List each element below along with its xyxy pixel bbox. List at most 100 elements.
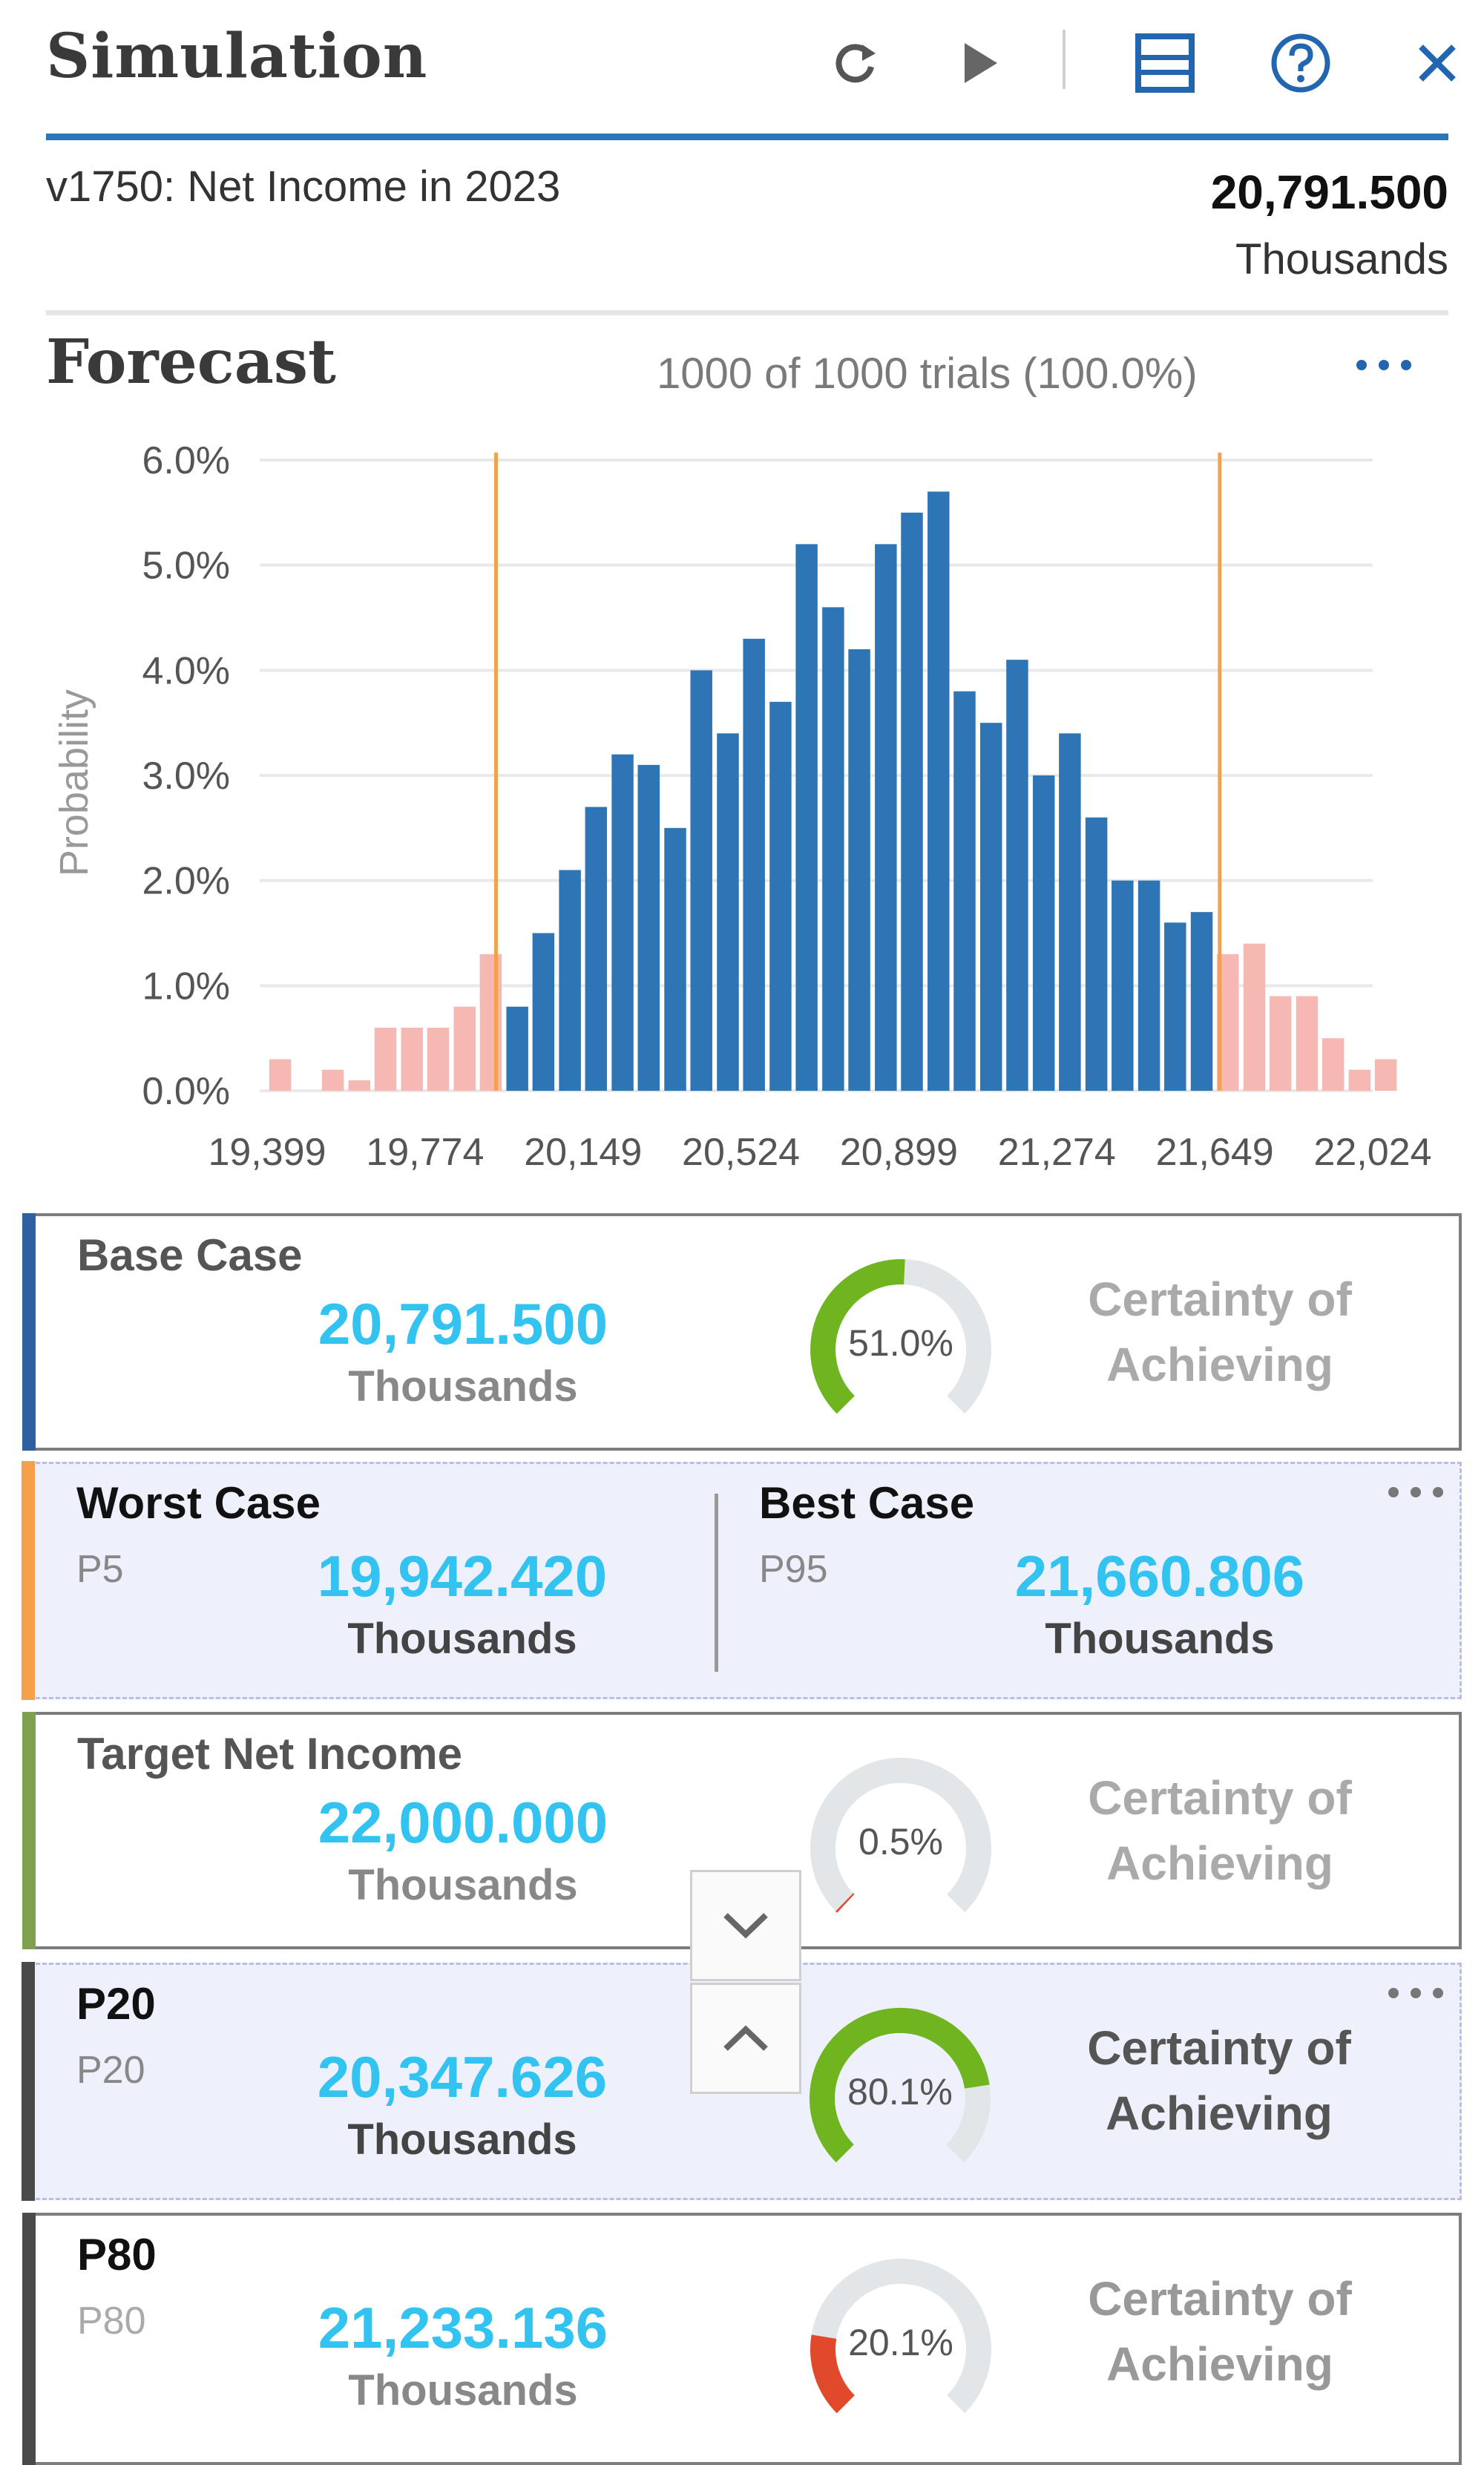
histogram-bar bbox=[848, 649, 870, 1091]
x-tick-label: 22,024 bbox=[1313, 1131, 1431, 1174]
histogram-bar-outside bbox=[401, 1028, 423, 1091]
base-case-unit: Thousands bbox=[348, 1362, 578, 1411]
histogram-bar-outside bbox=[1296, 996, 1319, 1091]
x-tick-label: 21,649 bbox=[1156, 1131, 1274, 1174]
target-value: 22,000.000 bbox=[318, 1790, 608, 1855]
view-button[interactable] bbox=[1132, 30, 1198, 96]
refresh-button[interactable] bbox=[822, 30, 889, 96]
scroll-down-button[interactable] bbox=[690, 1870, 801, 1981]
best-case-percentile: P95 bbox=[759, 1548, 828, 1591]
histogram-bar-outside bbox=[1348, 1069, 1371, 1091]
p80-card[interactable]: P80 P80 21,233.136 Thousands 20.1% Certa… bbox=[22, 2213, 1462, 2465]
card-accent bbox=[22, 1213, 36, 1451]
card-title: P20 bbox=[76, 1979, 156, 2029]
chevron-down-icon bbox=[723, 1913, 768, 1939]
p80-unit: Thousands bbox=[348, 2366, 578, 2415]
help-icon bbox=[1271, 33, 1330, 93]
metric-name: v1750: Net Income in 2023 bbox=[46, 163, 561, 211]
gauge-track bbox=[810, 1757, 991, 1913]
histogram-bar-outside bbox=[374, 1028, 397, 1091]
card-accent bbox=[22, 1962, 35, 2201]
certainty-label: Certainty of Achieving bbox=[1088, 2272, 1352, 2391]
best-case-unit: Thousands bbox=[1045, 1615, 1275, 1663]
histogram-bar bbox=[717, 733, 739, 1091]
gauge-fill bbox=[810, 1259, 905, 1414]
metric-value: 20,791.500 bbox=[1210, 165, 1448, 219]
x-tick-label: 21,274 bbox=[998, 1131, 1116, 1174]
base-case-card[interactable]: Base Case 20,791.500 Thousands 51.0% Cer… bbox=[22, 1213, 1462, 1451]
histogram-bar-outside bbox=[269, 1059, 292, 1091]
histogram-bar-outside bbox=[427, 1028, 450, 1091]
close-button[interactable] bbox=[1404, 30, 1471, 96]
y-tick-label: 0.0% bbox=[142, 1070, 230, 1113]
gauge-fill bbox=[810, 2334, 856, 2414]
best-case-value: 21,660.806 bbox=[1014, 1543, 1305, 1609]
forecast-more-button[interactable] bbox=[1350, 343, 1417, 387]
histogram-bar-outside bbox=[1374, 1059, 1397, 1091]
histogram-bar bbox=[1137, 880, 1160, 1091]
y-axis-label: Probability bbox=[52, 689, 96, 876]
histogram-bar-outside bbox=[1243, 943, 1266, 1091]
trials-count: 1000 of 1000 trials (100.0%) bbox=[657, 349, 1198, 398]
gauge-fill bbox=[810, 2007, 990, 2163]
certainty-label: Certainty of Achieving bbox=[1088, 1771, 1352, 1890]
close-icon bbox=[1419, 45, 1456, 82]
p20-value: 20,347.626 bbox=[317, 2044, 608, 2110]
section-divider bbox=[46, 310, 1448, 315]
target-unit: Thousands bbox=[348, 1861, 578, 1909]
p80-value: 21,233.136 bbox=[318, 2295, 608, 2360]
y-tick-label: 2.0% bbox=[142, 860, 230, 903]
x-tick-label: 20,524 bbox=[682, 1131, 800, 1174]
histogram-bar bbox=[506, 1006, 528, 1091]
target-card[interactable]: Target Net Income 22,000.000 Thousands 0… bbox=[22, 1712, 1462, 1949]
histogram-bar bbox=[637, 764, 660, 1091]
histogram-bar bbox=[769, 701, 792, 1091]
p20-unit: Thousands bbox=[347, 2116, 577, 2164]
histogram-bar-outside bbox=[321, 1069, 344, 1091]
p20-percentile: P20 bbox=[76, 2049, 145, 2092]
y-tick-label: 1.0% bbox=[142, 965, 230, 1008]
view-icon bbox=[1135, 33, 1195, 93]
p20-card-more-icon[interactable] bbox=[1382, 1978, 1449, 2008]
histogram-bar bbox=[953, 691, 976, 1091]
histogram-bar bbox=[901, 512, 923, 1091]
worst-case-unit: Thousands bbox=[347, 1615, 577, 1663]
histogram-bar bbox=[875, 544, 897, 1091]
histogram-bar bbox=[559, 870, 581, 1091]
refresh-icon bbox=[835, 44, 876, 83]
p80-gauge bbox=[810, 2258, 991, 2414]
base-case-gauge-percent: 51.0% bbox=[848, 1322, 953, 1364]
p80-gauge-percent: 20.1% bbox=[848, 2322, 953, 2363]
gauge-fill bbox=[835, 1893, 855, 1913]
histogram-bar bbox=[1085, 817, 1108, 1091]
p80-percentile: P80 bbox=[77, 2300, 146, 2343]
range-card[interactable]: Worst Case P5 19,942.420 Thousands Best … bbox=[22, 1461, 1462, 1700]
certainty-label: Certainty of Achieving bbox=[1088, 1273, 1352, 1391]
histogram-bar bbox=[1164, 922, 1186, 1091]
target-gauge bbox=[810, 1757, 991, 1913]
help-button[interactable] bbox=[1267, 30, 1334, 96]
x-tick-label: 20,149 bbox=[524, 1131, 642, 1174]
certainty-label: Certainty of Achieving bbox=[1087, 2021, 1351, 2140]
base-case-value: 20,791.500 bbox=[318, 1291, 608, 1356]
range-card-more-icon[interactable] bbox=[1382, 1477, 1449, 1507]
histogram-bar bbox=[664, 827, 686, 1091]
scroll-up-button[interactable] bbox=[690, 1983, 801, 2094]
histogram-bar bbox=[690, 670, 712, 1091]
histogram-bar bbox=[532, 933, 555, 1091]
card-accent bbox=[22, 1461, 35, 1700]
histogram-bar bbox=[585, 807, 608, 1091]
more-icon bbox=[1356, 360, 1411, 370]
header-divider bbox=[46, 134, 1448, 140]
x-tick-label: 19,774 bbox=[366, 1131, 484, 1174]
panel-title: Simulation bbox=[46, 21, 428, 92]
histogram-bar-outside bbox=[453, 1006, 476, 1091]
card-title: Target Net Income bbox=[77, 1729, 462, 1779]
histogram-bar-outside bbox=[1269, 996, 1292, 1091]
y-tick-label: 6.0% bbox=[142, 439, 230, 482]
run-button[interactable] bbox=[947, 30, 1014, 96]
histogram-bar bbox=[1190, 912, 1213, 1091]
card-title: P80 bbox=[77, 2230, 157, 2279]
histogram-bar bbox=[822, 607, 844, 1091]
metric-unit: Thousands bbox=[1235, 235, 1448, 283]
